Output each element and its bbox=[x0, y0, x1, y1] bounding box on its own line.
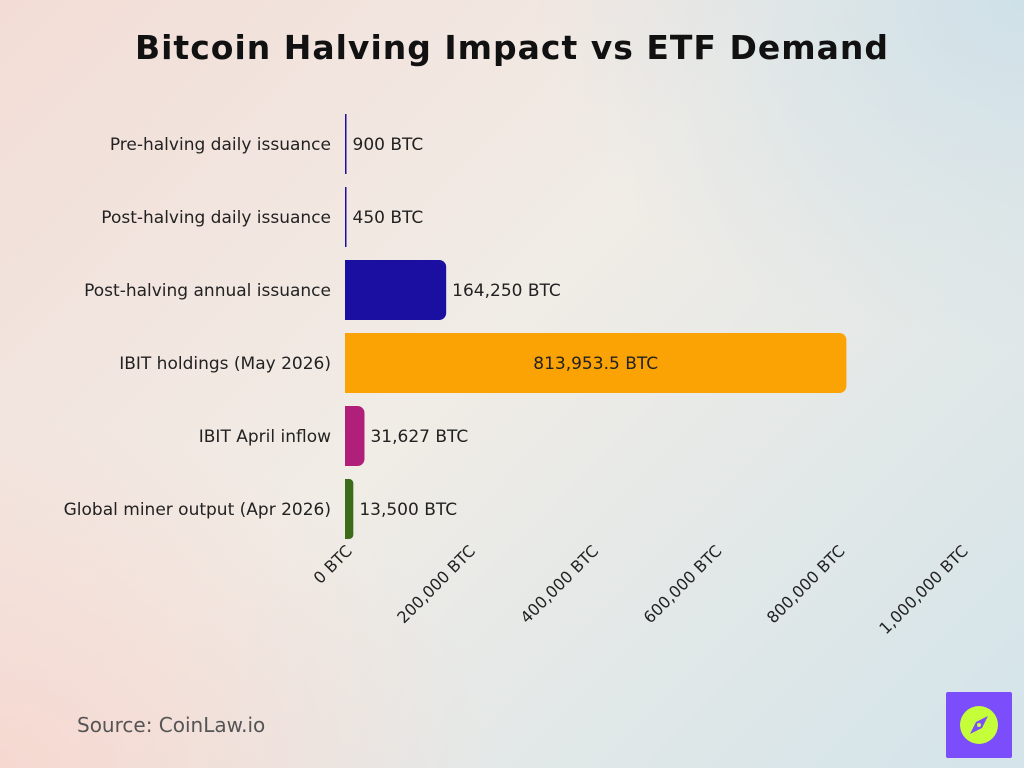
bar bbox=[345, 187, 347, 247]
x-tick-label: 1,000,000 BTC bbox=[875, 541, 972, 638]
category-label: IBIT April inflow bbox=[199, 427, 331, 447]
data-label: 13,500 BTC bbox=[359, 500, 457, 520]
x-tick-label: 0 BTC bbox=[310, 541, 356, 587]
data-label: 813,953.5 BTC bbox=[533, 354, 658, 374]
data-label: 900 BTC bbox=[353, 135, 424, 155]
bar bbox=[345, 260, 447, 320]
bar bbox=[345, 406, 365, 466]
category-label: Post-halving annual issuance bbox=[84, 281, 331, 301]
data-label: 31,627 BTC bbox=[370, 427, 468, 447]
chart-title: Bitcoin Halving Impact vs ETF Demand bbox=[134, 28, 890, 67]
compass-icon bbox=[960, 706, 998, 744]
brand-logo bbox=[946, 692, 1012, 758]
source-note: Source: CoinLaw.io bbox=[77, 713, 266, 737]
x-tick-label: 200,000 BTC bbox=[393, 541, 479, 627]
x-tick-label: 600,000 BTC bbox=[640, 541, 726, 627]
bar-chart: Pre-halving daily issuance 900 BTC Post-ha… bbox=[64, 114, 972, 638]
data-label: 164,250 BTC bbox=[452, 281, 561, 301]
data-label: 450 BTC bbox=[353, 208, 424, 228]
category-label: Global miner output (Apr 2026) bbox=[64, 500, 331, 520]
x-tick-label: 800,000 BTC bbox=[763, 541, 849, 627]
x-tick-label: 400,000 BTC bbox=[517, 541, 603, 627]
bar bbox=[345, 479, 354, 539]
category-label: IBIT holdings (May 2026) bbox=[119, 354, 331, 374]
category-label: Pre-halving daily issuance bbox=[110, 135, 331, 155]
bar bbox=[345, 114, 347, 174]
category-label: Post-halving daily issuance bbox=[101, 208, 331, 228]
bar bbox=[345, 333, 847, 393]
